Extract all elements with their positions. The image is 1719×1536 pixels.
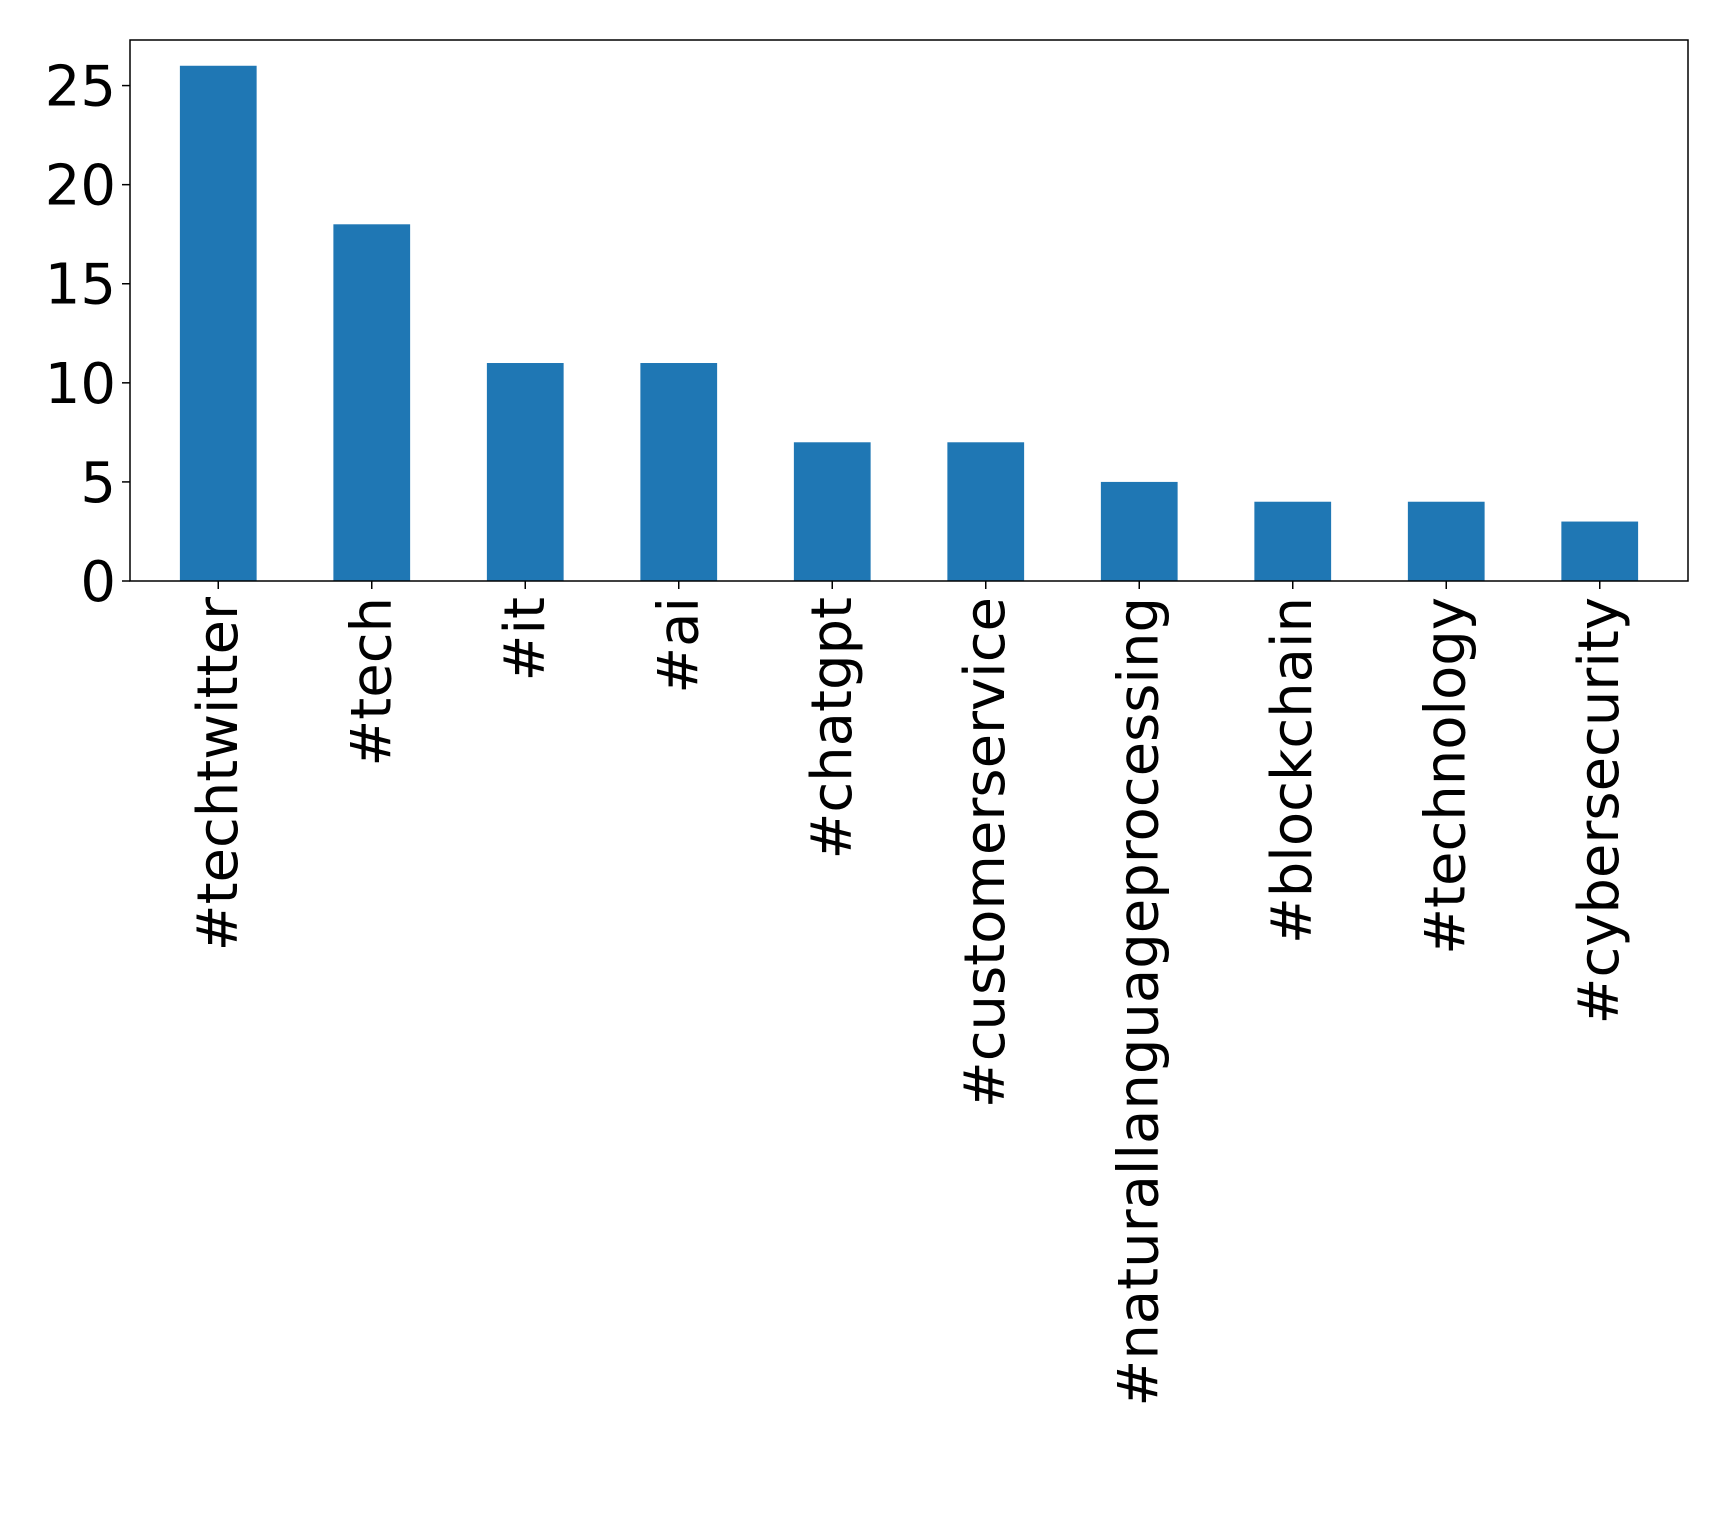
x-tick-label: #customerservice <box>953 597 1018 1108</box>
x-tick-label: #it <box>493 597 558 681</box>
x-tick-label: #chatgpt <box>800 597 865 860</box>
x-tick-label: #naturallanguageprocessing <box>1107 597 1172 1407</box>
bar-techtwitter <box>179 65 257 581</box>
bar-naturallanguageprocessing <box>1100 481 1178 581</box>
y-tick-label: 15 <box>45 253 116 318</box>
x-tick-label: #tech <box>339 597 404 767</box>
bar-customerservice <box>947 442 1025 581</box>
bars-layer <box>179 65 1639 582</box>
x-tick-label: #cybersecurity <box>1567 597 1632 1024</box>
bar-ai <box>640 363 718 581</box>
y-tick-label: 10 <box>45 352 116 417</box>
x-tick-label: #technology <box>1414 597 1479 955</box>
y-tick-label: 0 <box>80 550 116 615</box>
y-axis: 0 5 10 15 20 25 <box>45 55 130 615</box>
bar-blockchain <box>1254 501 1332 581</box>
bar-chatgpt <box>793 442 871 581</box>
x-axis: #techtwitter #tech #it #ai #chatgpt #customer… <box>186 581 1632 1407</box>
bar-technology <box>1407 501 1485 581</box>
bar-cybersecurity <box>1561 521 1639 581</box>
y-tick-label: 25 <box>45 55 116 120</box>
bar-tech <box>333 224 411 582</box>
bar-it <box>486 363 564 581</box>
y-tick-label: 20 <box>45 154 116 219</box>
x-tick-label: #techtwitter <box>186 596 251 951</box>
x-tick-label: #ai <box>646 597 711 694</box>
y-tick-label: 5 <box>80 451 116 516</box>
x-tick-label: #blockchain <box>1260 597 1325 944</box>
plot-frame <box>129 39 1689 582</box>
